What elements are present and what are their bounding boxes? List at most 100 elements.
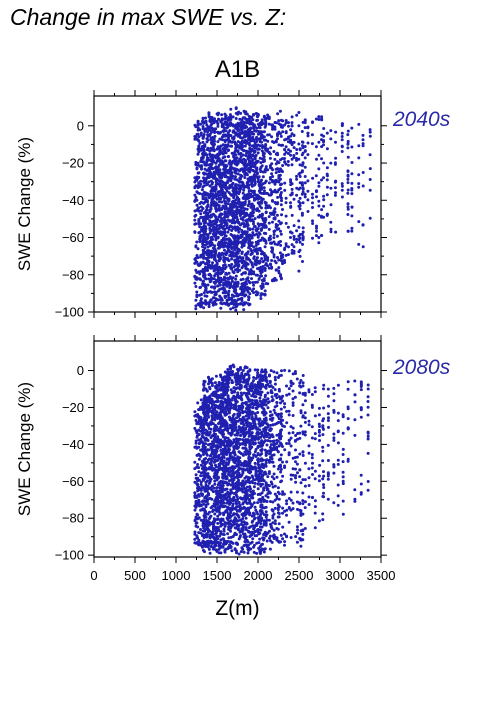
data-point: [292, 235, 296, 239]
data-point: [298, 175, 302, 178]
data-point: [301, 186, 305, 190]
data-point: [217, 206, 221, 210]
data-point: [350, 161, 354, 164]
data-point: [230, 208, 234, 212]
data-point: [207, 404, 210, 408]
data-point: [232, 135, 236, 139]
data-point: [225, 189, 229, 193]
data-point: [303, 149, 307, 153]
data-point: [284, 196, 288, 200]
data-point: [210, 377, 214, 381]
data-point: [262, 279, 266, 283]
data-point: [246, 262, 250, 266]
data-point: [325, 178, 329, 182]
data-point: [224, 129, 228, 133]
data-point: [260, 185, 264, 189]
data-point: [236, 543, 239, 546]
data-point: [197, 175, 201, 179]
data-point: [368, 216, 372, 220]
data-point: [220, 200, 224, 204]
data-point: [228, 448, 231, 452]
data-point: [223, 263, 227, 267]
data-point: [333, 162, 337, 166]
data-point: [193, 508, 197, 512]
data-point: [277, 227, 281, 231]
data-point: [200, 293, 203, 296]
data-point: [297, 219, 301, 223]
data-point: [198, 301, 202, 305]
data-point: [340, 135, 344, 138]
data-point: [297, 142, 301, 146]
data-point: [368, 130, 372, 134]
data-point: [270, 266, 273, 270]
data-point: [236, 205, 240, 209]
data-point: [317, 204, 321, 208]
data-point: [224, 159, 228, 163]
data-point: [209, 298, 213, 302]
data-point: [199, 297, 203, 301]
data-point: [240, 299, 244, 302]
data-point: [216, 235, 220, 239]
data-point: [237, 128, 241, 132]
data-point: [204, 505, 208, 509]
data-point: [215, 261, 219, 265]
data-point: [300, 169, 304, 173]
data-point: [204, 178, 208, 182]
data-point: [290, 124, 294, 128]
data-point: [199, 133, 203, 137]
data-point: [214, 251, 218, 255]
data-point: [311, 206, 314, 209]
data-point: [225, 226, 229, 230]
data-point: [267, 181, 271, 185]
data-point: [229, 179, 233, 183]
data-point: [203, 193, 207, 197]
data-point: [295, 174, 298, 178]
data-point: [213, 482, 217, 486]
data-point: [245, 112, 249, 116]
data-point: [284, 201, 288, 205]
data-point: [262, 186, 266, 190]
scatter-points: [193, 106, 372, 312]
data-point: [274, 278, 278, 282]
data-point: [203, 273, 207, 277]
data-point: [278, 177, 282, 181]
data-point: [260, 201, 263, 205]
data-point: [311, 236, 314, 240]
data-point: [346, 129, 350, 133]
data-point: [197, 206, 201, 210]
data-point: [238, 437, 242, 441]
data-point: [238, 456, 242, 460]
data-point: [194, 125, 198, 129]
data-point: [275, 234, 279, 238]
data-point: [204, 442, 208, 446]
data-point: [278, 109, 282, 113]
data-point: [272, 150, 276, 153]
data-point: [210, 215, 213, 219]
data-point: [222, 459, 226, 463]
data-point: [196, 256, 200, 260]
data-point: [243, 176, 247, 179]
data-point: [317, 241, 321, 245]
data-point: [222, 456, 226, 459]
data-point: [229, 118, 233, 121]
data-point: [228, 129, 232, 133]
data-point: [194, 222, 198, 226]
data-point: [303, 175, 307, 178]
data-point: [222, 224, 225, 228]
data-point: [268, 234, 272, 238]
scatter-points: [193, 363, 370, 556]
data-point: [361, 138, 365, 142]
data-point: [346, 188, 350, 192]
data-point: [253, 149, 257, 153]
data-point: [334, 140, 337, 144]
data-point: [198, 128, 202, 132]
data-point: [322, 194, 326, 198]
data-point: [357, 182, 361, 186]
data-point: [234, 117, 238, 120]
data-point: [289, 153, 293, 157]
data-point: [247, 186, 251, 190]
data-point: [255, 171, 259, 175]
data-point: [218, 511, 222, 515]
data-point: [237, 221, 241, 224]
data-point: [200, 192, 204, 196]
